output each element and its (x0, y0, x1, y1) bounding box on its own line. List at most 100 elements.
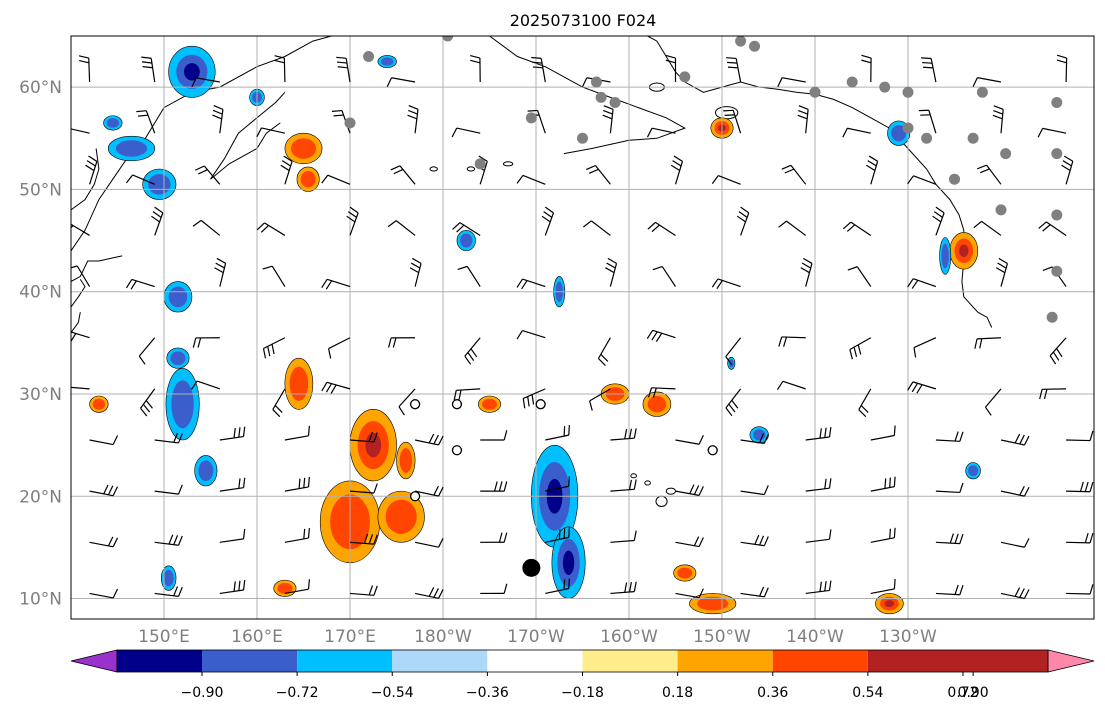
wind-barb-138 (711, 175, 741, 185)
wind-barb-25 (675, 536, 704, 548)
lon-label: 170°E (324, 627, 376, 647)
wind-barb-137 (670, 155, 684, 185)
wind-barb-23 (545, 527, 570, 543)
wind-barb-99 (262, 265, 286, 287)
wind-barb-101 (409, 257, 422, 287)
gray-station-point (976, 86, 988, 98)
wind-barb-145 (136, 110, 156, 134)
wind-barb-129 (125, 174, 155, 185)
lat-label: 20°N (19, 487, 62, 507)
lon-label: 140°W (786, 627, 844, 647)
positive-contour-3-level-1 (289, 366, 309, 401)
wind-barb-82 (192, 337, 220, 348)
wind-barb-16 (89, 536, 119, 548)
wind-barb-114 (192, 219, 221, 236)
gray-station-point (1051, 265, 1063, 277)
wind-barb-109 (907, 278, 937, 289)
coastline-7 (489, 36, 687, 155)
gray-station-point (1051, 209, 1063, 221)
wind-barb-83 (262, 337, 286, 359)
wind-barb-100 (321, 278, 351, 290)
gray-station-point (809, 86, 821, 98)
wind-barb-112 (71, 223, 90, 236)
wind-barb-54 (480, 430, 508, 441)
wind-barb-162 (191, 77, 220, 88)
wind-barb-115 (256, 222, 286, 236)
wind-barb-8 (610, 581, 637, 595)
wind-barb-118 (452, 222, 481, 236)
wind-barb-41 (675, 484, 704, 496)
gray-station-point (846, 76, 858, 88)
lat-label: 50°N (19, 180, 62, 200)
colorbar-segment (867, 650, 963, 672)
wind-barb-73 (647, 387, 676, 398)
wind-barb-123 (778, 220, 807, 236)
wind-barb-107 (800, 257, 813, 287)
wind-barb-88 (597, 337, 611, 367)
lon-label: 150°E (138, 627, 190, 647)
colorbar-tick-label: −0.18 (561, 685, 604, 701)
wind-barb-47 (1066, 481, 1094, 493)
lat-label: 10°N (19, 590, 62, 610)
island-6 (644, 480, 651, 486)
wind-barb-167 (531, 56, 546, 83)
lon-label: 160°W (600, 627, 658, 647)
island-2 (502, 161, 514, 167)
positive-contour-16-level-1 (92, 398, 106, 410)
wind-barb-119 (541, 206, 555, 236)
wind-barb-93 (913, 337, 937, 358)
wind-barb-48 (89, 435, 119, 446)
gray-station-point (590, 76, 602, 88)
gray-station-point (1046, 311, 1058, 323)
wind-barb-68 (321, 381, 351, 394)
lat-label: 30°N (19, 385, 62, 405)
wind-barb-70 (453, 388, 481, 401)
colorbar-segment (963, 650, 1048, 672)
wind-barb-67 (272, 388, 286, 418)
gray-station-point (1000, 148, 1012, 160)
wind-barb-20 (349, 533, 378, 545)
wind-barb-46 (1000, 485, 1030, 497)
wind-barb-96 (71, 265, 91, 287)
island-3 (466, 166, 476, 172)
gray-station-point (1051, 96, 1063, 108)
wind-barb-17 (154, 534, 183, 546)
wind-barb-108 (847, 266, 872, 287)
open-circle-point (409, 399, 421, 410)
map-background (71, 36, 1094, 619)
wind-barb-28 (870, 527, 896, 543)
wind-barb-135 (516, 174, 546, 185)
wind-barb-45 (935, 482, 964, 494)
wind-barb-24 (610, 530, 637, 543)
colorbar-extend-low (70, 649, 118, 673)
latitude-labels: 10°N 20°N 30°N 40°N 50°N 60°N (19, 78, 62, 609)
wind-barb-65 (140, 388, 156, 417)
wind-barb-175 (1056, 54, 1068, 83)
gray-station-point (595, 91, 607, 103)
wind-barb-126 (973, 220, 1002, 236)
wind-barb-2 (219, 579, 246, 595)
negative-contour-3-level-1 (198, 460, 214, 481)
wind-barb-32 (89, 484, 119, 497)
colorbar: −0.90 −0.72 −0.54 −0.36 −0.18 0.18 0.36 0.54 0.7… (70, 649, 1095, 701)
wind-barb-159 (1037, 127, 1067, 138)
wind-barb-29 (935, 533, 964, 545)
colorbar-tick-label: 0.54 (852, 685, 883, 701)
gray-station-point (735, 36, 747, 47)
gray-station-point (679, 71, 691, 83)
lon-label: 170°W (507, 627, 565, 647)
wind-barb-173 (921, 57, 937, 83)
wind-barb-77 (907, 381, 937, 394)
coastline-5 (71, 312, 81, 333)
wind-barb-163 (274, 55, 286, 83)
wind-barb-64 (71, 386, 90, 390)
wind-barb-174 (972, 77, 1002, 87)
wind-barb-49 (154, 432, 183, 444)
negative-contour-18-level-1 (381, 57, 394, 66)
map-frame (70, 35, 1095, 620)
wind-barb-1 (154, 586, 183, 597)
wind-barb-56 (610, 428, 637, 441)
gray-station-point (749, 40, 761, 52)
wind-barb-130 (194, 165, 221, 185)
wind-barb-5 (414, 587, 444, 599)
